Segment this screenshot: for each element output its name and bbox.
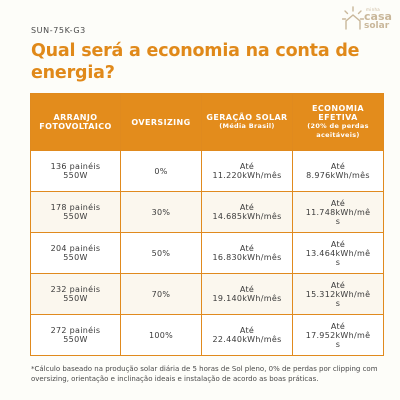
cell-text: 178 painéis bbox=[50, 203, 101, 212]
logo-casa-text: casa bbox=[364, 10, 392, 23]
cell-geracao: Até 11.220kWh/mês bbox=[201, 150, 293, 192]
cell-text: Até bbox=[239, 203, 255, 212]
cell-economia: Até 13.464kWh/mê s bbox=[292, 232, 384, 274]
house-sun-icon bbox=[342, 6, 364, 30]
cell-economia: Até 17.952kWh/mê s bbox=[292, 314, 384, 356]
table-header-row: ARRANJO FOTOVOLTAICO OVERSIZING GERAÇÃO … bbox=[30, 93, 384, 151]
cell-text: 550W bbox=[63, 294, 88, 303]
cell-text: Até bbox=[239, 244, 255, 253]
cell-arranjo: 178 painéis 550W bbox=[30, 191, 121, 233]
column-header-label: GERAÇÃO SOLAR bbox=[206, 113, 288, 122]
column-header-oversizing: OVERSIZING bbox=[120, 93, 202, 151]
model-label: SUN-75K-G3 bbox=[31, 26, 86, 35]
cell-economia: Até 11.748kWh/mê s bbox=[292, 191, 384, 233]
table-row: 232 painéis 550W 70% Até 19.140kWh/mês A… bbox=[30, 273, 384, 315]
cell-oversizing: 30% bbox=[120, 191, 202, 233]
page-title: Qual será a economia na conta de energia… bbox=[31, 41, 360, 83]
cell-text: 15.312kWh/mê bbox=[305, 289, 371, 299]
cell-text: 50% bbox=[151, 248, 171, 258]
footnote: *Cálculo baseado na produção solar diári… bbox=[31, 365, 378, 383]
cell-text: 22.440kWh/mês bbox=[212, 335, 282, 344]
logo-solar-text: solar bbox=[364, 21, 390, 31]
cell-text: 550W bbox=[63, 171, 88, 180]
cell-text: 232 painéis bbox=[50, 285, 101, 294]
table-row: 272 painéis 550W 100% Até 22.440kWh/mês … bbox=[30, 314, 384, 356]
column-header-sublabel: (20% de perdas aceitáveis) bbox=[307, 122, 369, 139]
table-row: 136 painéis 550W 0% Até 11.220kWh/mês At… bbox=[30, 150, 384, 192]
cell-oversizing: 100% bbox=[120, 314, 202, 356]
cell-text: 136 painéis bbox=[50, 162, 101, 171]
column-header-sublabel: (Média Brasil) bbox=[219, 122, 275, 130]
cell-oversizing: 50% bbox=[120, 232, 202, 274]
cell-text: Até bbox=[330, 321, 346, 331]
cell-oversizing: 70% bbox=[120, 273, 202, 315]
cell-text: Até bbox=[330, 280, 346, 290]
logo-small-text: minha bbox=[366, 7, 381, 12]
cell-text: 8.976kWh/mês bbox=[306, 171, 370, 180]
cell-arranjo: 232 painéis 550W bbox=[30, 273, 121, 315]
cell-text: 30% bbox=[151, 207, 171, 217]
cell-text: s bbox=[335, 298, 341, 308]
cell-text: Até bbox=[330, 162, 346, 171]
cell-text: 550W bbox=[63, 212, 88, 221]
cell-economia: Até 8.976kWh/mês bbox=[292, 150, 384, 192]
cell-text: 100% bbox=[148, 330, 174, 340]
cell-text: 16.830kWh/mês bbox=[212, 253, 282, 262]
cell-text: 13.464kWh/mê bbox=[305, 248, 371, 258]
cell-text: 70% bbox=[151, 289, 171, 299]
cell-text: 550W bbox=[63, 253, 88, 262]
cell-arranjo: 204 painéis 550W bbox=[30, 232, 121, 274]
cell-oversizing: 0% bbox=[120, 150, 202, 192]
cell-text: Até bbox=[239, 285, 255, 294]
column-header-label: ARRANJO FOTOVOLTAICO bbox=[39, 113, 112, 131]
cell-text: s bbox=[335, 257, 341, 267]
cell-text: 272 painéis bbox=[50, 326, 101, 335]
cell-arranjo: 272 painéis 550W bbox=[30, 314, 121, 356]
cell-geracao: Até 19.140kWh/mês bbox=[201, 273, 293, 315]
cell-text: s bbox=[335, 216, 341, 226]
cell-geracao: Até 22.440kWh/mês bbox=[201, 314, 293, 356]
cell-text: 0% bbox=[154, 166, 168, 176]
cell-geracao: Até 14.685kWh/mês bbox=[201, 191, 293, 233]
cell-text: Até bbox=[239, 326, 255, 335]
cell-text: 11.748kWh/mê bbox=[305, 207, 371, 217]
brand-logo: minha casa solar bbox=[337, 4, 395, 36]
column-header-arranjo: ARRANJO FOTOVOLTAICO bbox=[30, 93, 121, 151]
cell-text: Até bbox=[330, 239, 346, 249]
cell-text: 14.685kWh/mês bbox=[212, 212, 282, 221]
column-header-label: ECONOMIA EFETIVA bbox=[312, 104, 364, 122]
cell-text: Até bbox=[239, 162, 255, 171]
column-header-geracao: GERAÇÃO SOLAR (Média Brasil) bbox=[201, 93, 293, 151]
cell-text: s bbox=[335, 339, 341, 349]
cell-text: 17.952kWh/mê bbox=[305, 330, 371, 340]
table-row: 204 painéis 550W 50% Até 16.830kWh/mês A… bbox=[30, 232, 384, 274]
column-header-label: OVERSIZING bbox=[131, 117, 191, 127]
column-header-economia: ECONOMIA EFETIVA (20% de perdas aceitáve… bbox=[292, 93, 384, 151]
table-row: 178 painéis 550W 30% Até 14.685kWh/mês A… bbox=[30, 191, 384, 233]
cell-text: Até bbox=[330, 198, 346, 208]
cell-arranjo: 136 painéis 550W bbox=[30, 150, 121, 192]
cell-economia: Até 15.312kWh/mê s bbox=[292, 273, 384, 315]
cell-geracao: Até 16.830kWh/mês bbox=[201, 232, 293, 274]
cell-text: 19.140kWh/mês bbox=[212, 294, 282, 303]
cell-text: 550W bbox=[63, 335, 88, 344]
economy-table: ARRANJO FOTOVOLTAICO OVERSIZING GERAÇÃO … bbox=[30, 93, 384, 356]
cell-text: 204 painéis bbox=[50, 244, 101, 253]
cell-text: 11.220kWh/mês bbox=[212, 171, 282, 180]
